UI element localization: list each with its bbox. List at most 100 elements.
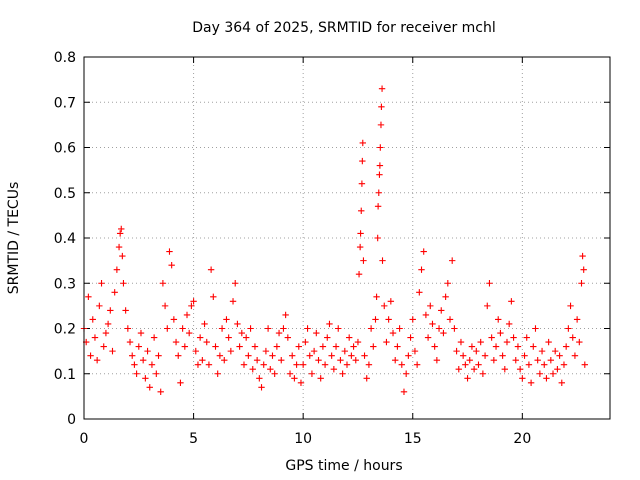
data-point	[207, 266, 215, 273]
y-tick-label: 0	[67, 412, 76, 428]
data-point	[166, 248, 173, 255]
data-point	[304, 325, 311, 332]
data-point	[576, 338, 583, 346]
data-point	[157, 388, 164, 396]
plot-frame	[83, 56, 611, 420]
data-point	[348, 352, 355, 359]
data-point	[119, 252, 126, 260]
data-point	[455, 366, 462, 373]
data-point	[146, 384, 153, 391]
data-point	[549, 370, 557, 377]
data-point	[168, 261, 175, 269]
data-point	[398, 361, 405, 368]
data-point	[525, 361, 533, 368]
data-point	[258, 384, 265, 391]
data-point	[492, 343, 500, 350]
data-point	[341, 347, 349, 355]
data-point	[435, 325, 443, 332]
chart-title: Day 364 of 2025, SRMTID for receiver mch…	[192, 20, 496, 36]
data-point	[462, 361, 469, 368]
data-point	[378, 103, 385, 110]
data-point	[392, 356, 399, 364]
data-point	[352, 356, 359, 364]
data-point	[418, 266, 425, 273]
data-point	[420, 248, 427, 255]
data-point	[115, 243, 123, 251]
data-point	[446, 316, 454, 323]
data-point	[567, 302, 574, 310]
data-point	[405, 352, 412, 359]
data-point	[468, 343, 476, 350]
data-point	[256, 375, 263, 382]
data-point	[569, 334, 576, 341]
data-point	[488, 334, 495, 341]
data-point	[505, 320, 513, 328]
data-point	[225, 334, 232, 341]
data-point	[278, 356, 285, 364]
data-point	[497, 329, 504, 337]
data-point	[545, 338, 552, 346]
data-point	[562, 343, 570, 350]
data-point	[190, 298, 197, 305]
data-point	[107, 307, 114, 314]
data-point	[365, 361, 373, 368]
data-point	[251, 343, 259, 350]
data-point	[264, 325, 272, 332]
data-point	[538, 347, 546, 355]
data-point	[394, 343, 401, 350]
data-point	[367, 325, 375, 332]
data-point	[470, 366, 478, 373]
data-point	[192, 347, 199, 355]
data-point	[372, 316, 379, 323]
data-point	[558, 379, 565, 386]
data-point	[427, 302, 434, 310]
data-point	[512, 356, 519, 364]
data-point	[232, 280, 239, 287]
data-point	[85, 293, 92, 301]
data-point	[357, 230, 364, 237]
data-point	[177, 379, 184, 386]
data-point	[360, 257, 367, 264]
data-point	[104, 320, 112, 328]
data-point	[289, 352, 296, 359]
data-point	[554, 366, 561, 373]
data-point	[464, 375, 471, 382]
data-point	[170, 316, 178, 323]
data-point	[148, 361, 156, 368]
data-point	[221, 356, 228, 364]
data-point	[396, 325, 403, 332]
data-point	[240, 361, 248, 368]
data-point	[433, 356, 441, 364]
data-point	[102, 329, 110, 337]
data-point	[370, 343, 377, 350]
data-point	[375, 189, 382, 196]
data-point	[473, 347, 480, 355]
data-point	[429, 320, 436, 328]
data-point	[376, 162, 384, 169]
data-point	[262, 347, 270, 355]
data-point	[387, 298, 395, 305]
data-point	[453, 347, 460, 355]
x-tick-label: 5	[189, 431, 198, 447]
data-point	[293, 361, 300, 368]
data-point	[236, 343, 243, 350]
data-point	[188, 302, 195, 310]
data-point	[466, 356, 473, 364]
data-point	[326, 320, 333, 328]
data-point	[358, 207, 365, 215]
data-point	[377, 144, 384, 151]
data-point	[422, 311, 430, 319]
data-point	[155, 352, 162, 359]
data-point	[571, 352, 579, 359]
data-point	[245, 352, 252, 359]
data-point	[210, 293, 217, 301]
data-point	[181, 343, 189, 350]
data-point	[358, 180, 366, 187]
data-point	[361, 352, 368, 359]
data-point	[98, 280, 105, 287]
data-point	[457, 338, 465, 346]
data-point	[212, 343, 219, 350]
data-point	[486, 280, 493, 287]
data-point	[479, 370, 487, 377]
data-point	[302, 338, 309, 346]
